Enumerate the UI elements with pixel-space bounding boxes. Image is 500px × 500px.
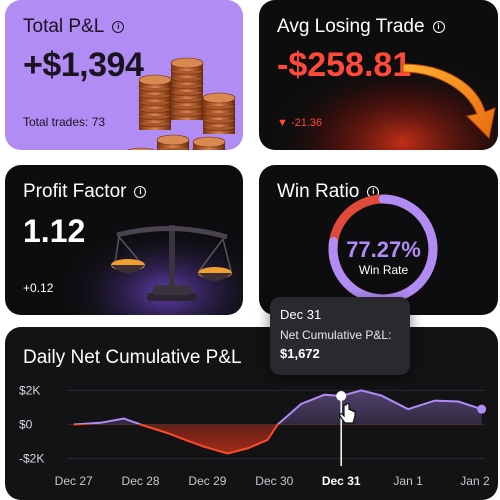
tooltip-label: Net Cumulative P&L:: [280, 328, 392, 342]
avg-losing-trade-card[interactable]: Avg Losing Trade i -$258.81 ▼ -21.36: [259, 0, 498, 150]
profit-factor-value: 1.12: [23, 213, 86, 249]
win-ratio-label: Win Rate: [358, 263, 409, 277]
purple-glow: [5, 165, 243, 315]
coin: [202, 92, 236, 104]
total-trades-text: Total trades: 73: [23, 115, 106, 129]
coin: [138, 74, 172, 86]
total-pnl-card[interactable]: Total P&L i +$1,394 Total trades: 73: [5, 0, 243, 150]
series-line-negative: [73, 424, 280, 455]
arrow-down-right-icon: [402, 63, 496, 140]
info-icon[interactable]: i: [432, 21, 445, 33]
series-line-positive: [73, 389, 483, 424]
x-tick-label: Jan 2: [460, 474, 490, 488]
x-tick-label: Dec 30: [255, 474, 293, 488]
info-icon[interactable]: i: [134, 186, 147, 198]
x-tick-label: Dec 27: [55, 474, 93, 488]
daily-pnl-chart-card[interactable]: Daily Net Cumulative P&L $2K $0 -$2K Dec 2…: [5, 327, 498, 500]
tooltip-value: $1,672: [280, 346, 320, 361]
win-ratio-value: 77.27%: [346, 237, 421, 262]
negative-area: [73, 424, 482, 454]
coin: [192, 136, 226, 148]
avg-losing-trade-value: -$258.81: [277, 46, 412, 84]
red-glow: [259, 0, 498, 150]
last-point[interactable]: [477, 404, 487, 414]
x-tick-label: Dec 28: [122, 474, 160, 488]
y-tick-label: $2K: [19, 383, 40, 397]
avg-losing-trade-title: Avg Losing Trade i: [277, 16, 445, 38]
pnl-line-chart[interactable]: $2K $0 -$2K Dec 27 Dec 28 Dec 29 Dec 30 Dec 31…: [5, 327, 498, 500]
coin: [156, 134, 190, 146]
profit-factor-title: Profit Factor i: [23, 181, 147, 203]
x-tick-label: Jan 1: [393, 474, 423, 488]
y-tick-label: $0: [19, 418, 33, 432]
y-tick-label: -$2K: [19, 452, 44, 466]
coin: [170, 57, 204, 69]
coin: [127, 147, 155, 150]
profit-factor-delta: +0.12: [23, 281, 54, 295]
profit-factor-card[interactable]: Profit Factor i 1.12 +0.12: [5, 165, 243, 315]
chart-title: Daily Net Cumulative P&L: [23, 347, 242, 368]
x-tick-label: Dec 29: [188, 474, 226, 488]
balance-scale-icon: [111, 225, 232, 301]
highlight-point[interactable]: [336, 391, 347, 401]
x-tick-label: Dec 31: [322, 474, 361, 488]
win-ratio-card[interactable]: Win Ratio i 77.27% Win Rate: [259, 165, 498, 315]
hand-cursor-icon: [339, 403, 356, 424]
total-pnl-title: Total P&L i: [23, 16, 125, 38]
total-pnl-value: +$1,394: [23, 46, 144, 84]
tooltip-date: Dec 31: [280, 307, 322, 322]
info-icon[interactable]: i: [112, 21, 125, 33]
avg-losing-trade-delta: ▼ -21.36: [277, 117, 323, 129]
coins-icon: [127, 57, 236, 150]
positive-area: [81, 390, 482, 424]
chart-tooltip: Dec 31 Net Cumulative P&L: $1,672: [270, 297, 410, 375]
